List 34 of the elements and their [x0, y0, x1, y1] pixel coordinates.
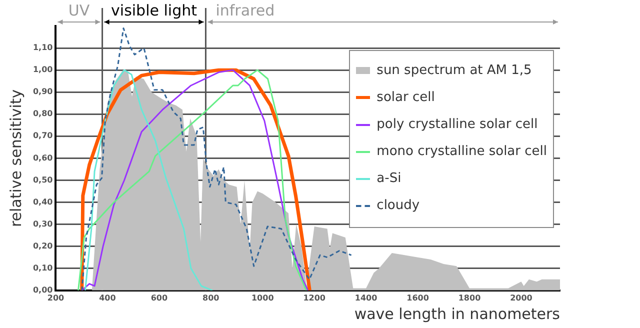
legend-label: poly crystalline solar cell [376, 117, 538, 132]
y-tick-label: 0,00 [32, 285, 54, 294]
legend-label: sun spectrum at AM 1,5 [376, 63, 532, 78]
y-tick-label: 0,10 [32, 263, 54, 272]
y-tick-label: 1,00 [32, 65, 54, 74]
y-tick-label: 0,70 [32, 131, 54, 140]
legend-label: mono crystalline solar cell [376, 144, 547, 159]
y-tick-label: 0,20 [32, 241, 54, 250]
text: infrared [216, 1, 275, 20]
y-tick-label: 0,90 [32, 87, 54, 96]
y-tick-label: 0,30 [32, 219, 54, 228]
legend-label: a-Si [376, 171, 402, 186]
legend-label: cloudy [376, 198, 420, 213]
y-axis-title: relative sensitivity [6, 89, 25, 228]
y-tick-label: 0,40 [32, 197, 54, 206]
line-series [81, 27, 352, 290]
x-tick-label: 200 [47, 293, 65, 302]
x-tick-label: 1000 [251, 293, 274, 302]
x-tick-label: 1800 [458, 293, 482, 302]
legend-label: solar cell [376, 90, 435, 105]
text: visible light [111, 1, 198, 20]
x-tick-label: 800 [202, 293, 220, 302]
y-tick-label: 0,80 [32, 109, 54, 118]
y-tick-label: 1,10 [32, 43, 54, 52]
x-tick-label: 400 [99, 293, 116, 302]
x-tick-label: 600 [150, 293, 168, 302]
x-tick-label: 1600 [406, 293, 430, 302]
x-tick-label: 2000 [510, 293, 533, 302]
x-tick-label: 1400 [354, 293, 378, 302]
y-tick-label: 0,60 [32, 153, 54, 162]
x-tick-label: 1200 [303, 293, 326, 302]
x-axis-title: wave length in nanometers [354, 304, 560, 323]
y-tick-label: 0,50 [32, 175, 54, 184]
text: UV [68, 1, 90, 20]
